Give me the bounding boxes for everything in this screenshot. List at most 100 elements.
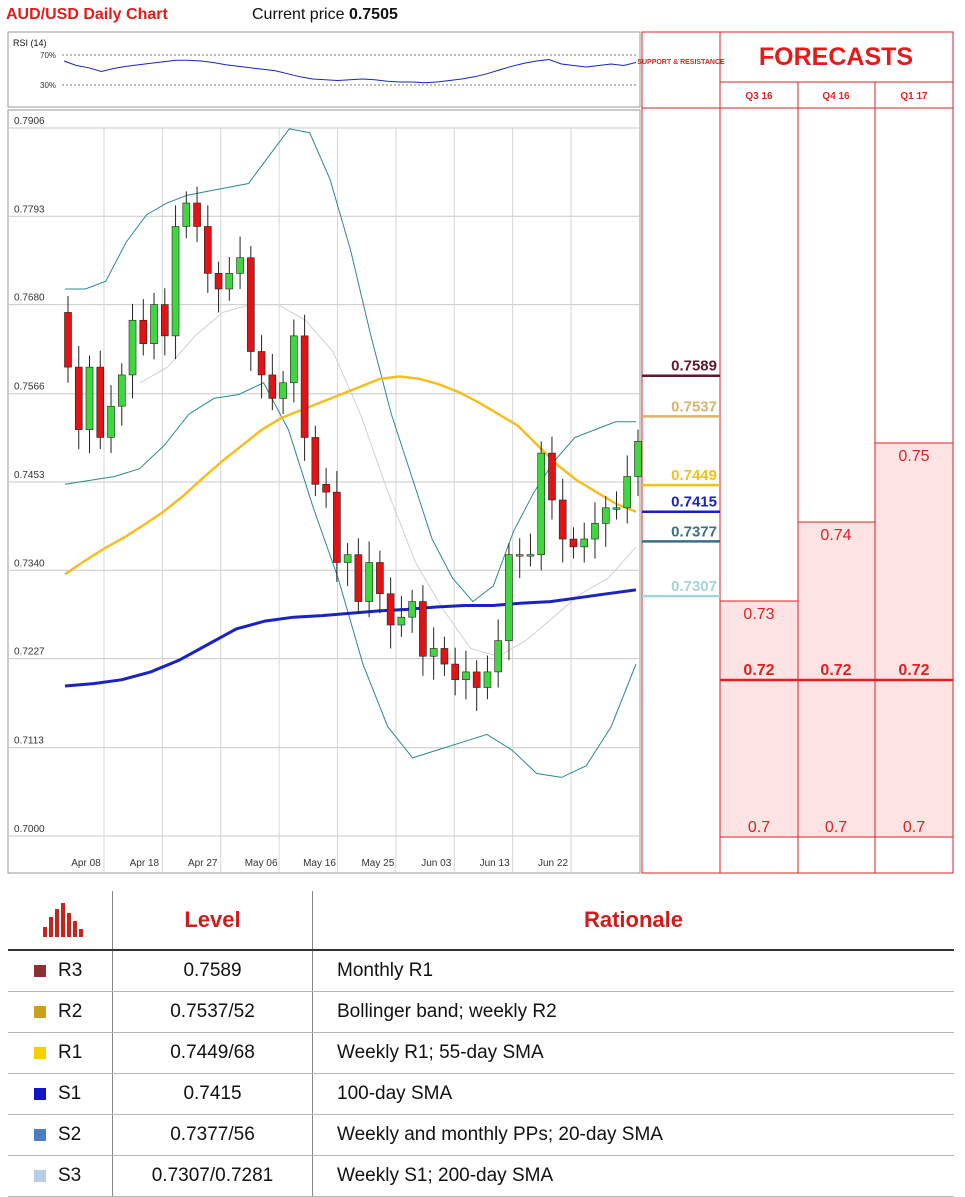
level-swatch	[34, 1170, 46, 1182]
candle	[569, 527, 578, 559]
rsi-lower-label: 30%	[40, 81, 56, 90]
candle	[74, 346, 83, 450]
bollinger-lower-band	[64, 382, 637, 778]
rationale-header: Rationale	[312, 891, 954, 951]
candle	[429, 627, 438, 680]
x-tick-label: May 06	[245, 858, 278, 869]
table-row: S1 0.7415 100-day SMA	[8, 1073, 954, 1115]
sr-level-label: 0.7307	[671, 578, 717, 595]
vertical-gridlines	[103, 128, 572, 873]
bar-chart-icon	[43, 903, 83, 937]
candlesticks	[64, 186, 642, 711]
candle	[537, 441, 546, 571]
table-row: R1 0.7449/68 Weekly R1; 55-day SMA	[8, 1032, 954, 1074]
candle	[623, 455, 632, 524]
candle	[558, 478, 567, 563]
candle	[64, 296, 72, 383]
forecast-low-label: 0.7	[825, 819, 847, 836]
x-tick-label: Jun 03	[421, 858, 451, 869]
y-axis-ticks: 0.7906 0.7793 0.7680 0.7566 0.7453 0.7340 0.72…	[14, 116, 45, 835]
candle	[343, 542, 352, 586]
level-value: 0.7415	[112, 1073, 313, 1115]
forecast-title: FORECASTS	[759, 43, 913, 71]
forecast-value-labels: 0.73 0.72 0.7 0.74 0.72 0.7 0.75 0.72 0.7	[743, 448, 929, 836]
level-swatch	[34, 1129, 46, 1141]
forecast-range-q3	[720, 601, 798, 837]
candle	[548, 436, 556, 520]
candle	[150, 292, 158, 360]
level-swatch	[34, 1047, 46, 1059]
candle	[257, 335, 266, 399]
current-price-value: 0.7505	[348, 6, 398, 23]
table-row: S2 0.7377/56 Weekly and monthly PPs; 20-…	[8, 1114, 954, 1156]
rsi-label: RSI (14)	[13, 38, 47, 48]
main-chart-svg: RSI (14) 70% 30% 0.7906 0.7793 0.7680 0.756…	[7, 31, 954, 874]
candle	[397, 596, 406, 637]
bollinger-middle-band	[139, 304, 637, 657]
candle	[322, 467, 330, 508]
y-tick-label: 0.7227	[14, 647, 45, 658]
candle	[591, 502, 599, 559]
candle	[214, 261, 223, 313]
y-tick-label: 0.7453	[14, 470, 45, 481]
candle	[279, 371, 287, 415]
level-rationale: Weekly R1; 55-day SMA	[312, 1032, 954, 1074]
candle	[85, 355, 94, 454]
candle	[268, 353, 277, 411]
quarter-label-q3: Q3 16	[745, 91, 773, 102]
rsi-line	[63, 58, 637, 84]
candle	[440, 636, 449, 676]
candle	[117, 363, 126, 426]
level-name: S2	[58, 1124, 82, 1145]
table-row: R2 0.7537/52 Bollinger band; weekly R2	[8, 991, 954, 1033]
rsi-panel: RSI (14) 70% 30%	[7, 31, 641, 108]
candle	[96, 350, 105, 450]
candle	[182, 191, 191, 239]
quarter-label-q1: Q1 17	[900, 91, 928, 102]
candle	[160, 288, 169, 356]
y-tick-label: 0.7793	[14, 204, 45, 215]
table-row: R3 0.7589 Monthly R1	[8, 950, 954, 992]
sr-level-label: 0.7589	[671, 358, 717, 375]
quarter-label-q4: Q4 16	[822, 91, 850, 102]
forecast-mid-label: 0.72	[898, 662, 929, 679]
candle	[462, 650, 470, 700]
table-row: S3 0.7307/0.7281 Weekly S1; 200-day SMA	[8, 1155, 954, 1197]
sr-level-label: 0.7377	[671, 523, 717, 540]
x-tick-label: May 25	[361, 858, 394, 869]
candle	[505, 542, 513, 661]
chart-title: AUD/USD Daily Chart	[6, 6, 168, 23]
level-swatch	[34, 1006, 46, 1018]
y-tick-label: 0.7566	[14, 382, 45, 393]
forecast-range-q1	[875, 443, 953, 837]
x-tick-label: Apr 08	[71, 858, 101, 869]
horizontal-gridlines	[8, 127, 640, 837]
candle	[494, 619, 502, 688]
level-name: R3	[58, 960, 83, 981]
candle	[204, 205, 212, 293]
candle	[139, 299, 148, 356]
levels-table: Level Rationale R3 0.7589 Monthly R1 R2 …	[8, 891, 954, 1197]
level-value: 0.7449/68	[112, 1032, 313, 1074]
y-tick-label: 0.7000	[14, 824, 45, 835]
candle	[472, 660, 481, 711]
candle	[376, 550, 384, 614]
level-name: R1	[58, 1042, 83, 1063]
sr-level-label: 0.7449	[671, 467, 717, 484]
candle	[311, 425, 320, 497]
level-value: 0.7377/56	[112, 1114, 313, 1156]
level-rationale: Monthly R1	[312, 950, 954, 992]
candle	[365, 541, 373, 618]
forecast-high-label: 0.75	[898, 448, 929, 465]
level-value: 0.7307/0.7281	[112, 1155, 313, 1197]
level-name: S1	[58, 1083, 82, 1104]
forecast-panel: FORECASTS SUPPORT & RESISTANCE Q3 16 Q4 …	[637, 31, 954, 874]
bar-chart-icon-cell	[8, 891, 113, 951]
level-name: S3	[58, 1165, 82, 1186]
candle	[107, 385, 115, 454]
candle	[601, 496, 610, 547]
rsi-upper-label: 70%	[40, 51, 56, 60]
forecast-high-label: 0.73	[743, 606, 774, 623]
level-value: 0.7589	[112, 950, 313, 992]
x-tick-label: May 16	[303, 858, 336, 869]
